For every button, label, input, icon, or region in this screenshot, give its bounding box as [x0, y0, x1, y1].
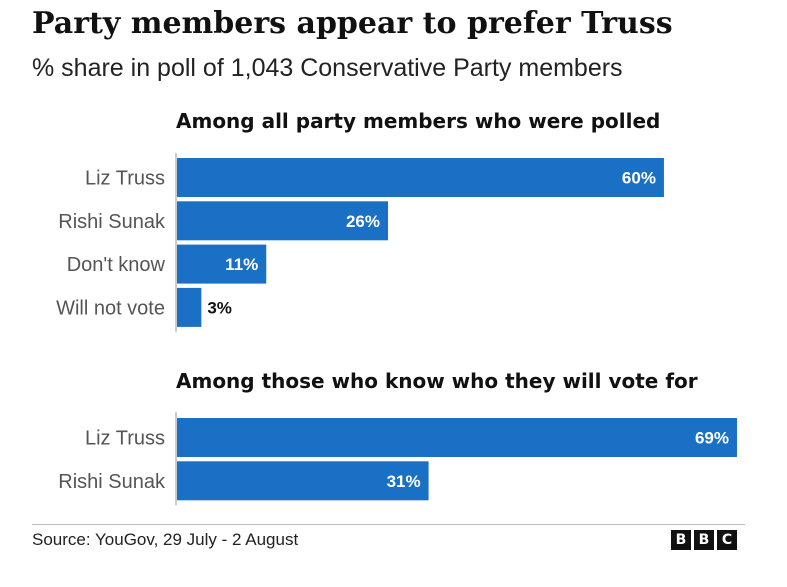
bbc-logo-letter: B: [671, 530, 691, 550]
data-label: 11%: [225, 255, 258, 274]
bar: [177, 287, 202, 327]
data-label: 26%: [346, 212, 380, 231]
bbc-logo-letter: B: [694, 530, 714, 550]
source-note: Source: YouGov, 29 July - 2 August: [32, 530, 299, 549]
chart-subtitle: % share in poll of 1,043 Conservative Pa…: [32, 54, 623, 82]
data-label: 31%: [387, 472, 421, 491]
data-label: 3%: [207, 298, 232, 317]
data-label: 69%: [695, 429, 729, 448]
category-label: Rishi Sunak: [58, 471, 166, 493]
category-label: Rishi Sunak: [58, 211, 166, 233]
bar: [177, 461, 429, 501]
bar: [177, 418, 737, 457]
bbc-logo: B B C: [671, 530, 737, 550]
bbc-logo-letter: C: [717, 530, 737, 550]
category-label: Liz Truss: [85, 168, 165, 190]
bar-charts: Among all party members who were polled L…: [56, 109, 737, 506]
panel-title: Among those who know who they will vote …: [176, 369, 698, 393]
bar: [177, 158, 664, 197]
category-label: Liz Truss: [85, 428, 165, 450]
bar: [177, 244, 267, 284]
data-label: 60%: [622, 169, 656, 188]
chart-title: Party members appear to prefer Truss: [32, 6, 673, 41]
category-label: Don't know: [67, 254, 166, 276]
bar: [177, 201, 389, 241]
panel-title: Among all party members who were polled: [176, 109, 660, 133]
category-label: Will not vote: [56, 297, 165, 319]
footer-divider: [32, 524, 745, 525]
